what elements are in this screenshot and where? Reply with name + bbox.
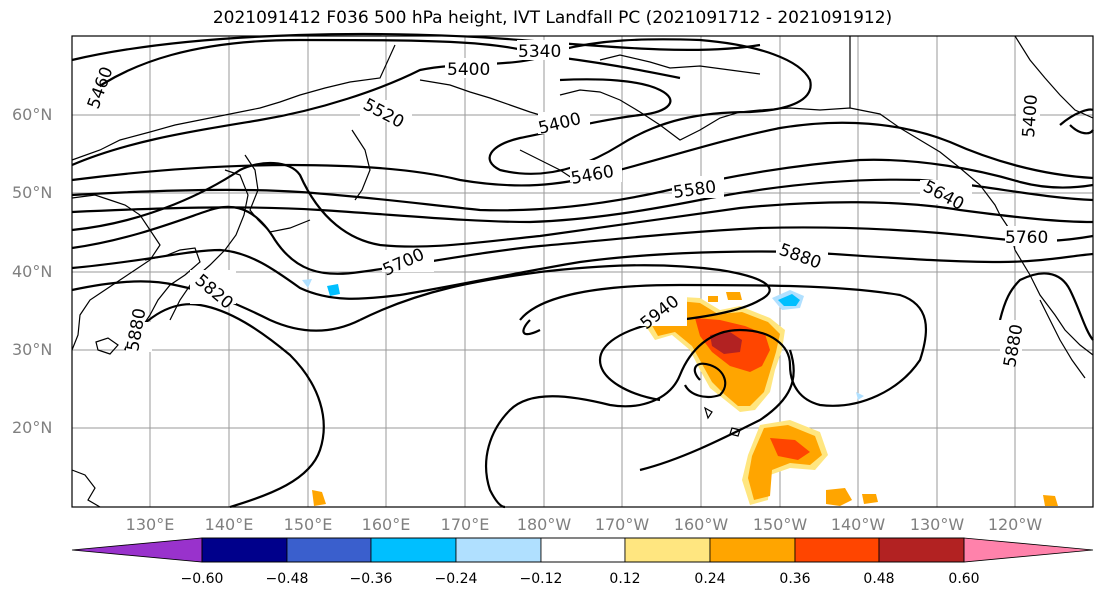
colorbar-tick-label: 0.48 [863,571,895,587]
colorbar-extend-high [963,537,1094,563]
colorbar-swatch [709,537,796,563]
colorbar-tick-label: −0.60 [180,571,224,587]
contour-label: 5400 [1019,94,1042,139]
colorbar-swatch [624,537,711,563]
contour-label: 5400 [447,60,490,80]
lon-label: 130°W [909,515,965,534]
lon-label: 140°E [204,515,254,534]
colorbar-tick-label: −0.24 [434,571,478,587]
lon-label: 160°E [361,515,411,534]
colorbar-tick-label: 0.36 [779,571,811,587]
colorbar-swatch [201,537,288,563]
colorbar-tick-label: −0.48 [265,571,309,587]
contour-label: 5340 [518,42,561,62]
lon-label: 170°E [440,515,490,534]
lon-label: 130°E [125,515,175,534]
colorbar-tick-label: −0.12 [519,571,563,587]
colorbar-tick-label: −0.36 [349,571,393,587]
lon-label: 180°W [516,515,572,534]
lat-label: 50°N [12,183,53,202]
colorbar-swatch [878,537,965,563]
contour-label-bg [78,40,1057,366]
plot-frame [71,35,1094,508]
colorbar-swatch [455,537,542,563]
colorbar-swatch [286,537,372,563]
lat-label: 30°N [12,340,53,359]
contour-label: 5760 [1005,228,1048,248]
lon-label: 150°W [752,515,808,534]
ivt-shading [302,279,1058,506]
lon-label: 140°W [830,515,886,534]
lat-label: 20°N [12,418,53,437]
colorbar-swatch [540,537,626,563]
colorbar [71,537,1094,563]
height-contours [71,32,1094,509]
colorbar-tick-label: 0.60 [948,571,980,587]
colorbar-swatch [794,537,880,563]
lon-label: 160°W [673,515,729,534]
colorbar-extend-low [71,537,203,563]
map-title: 2021091412 F036 500 hPa height, IVT Land… [212,8,893,28]
lon-label: 170°W [594,515,650,534]
lon-label: 120°W [987,515,1043,534]
colorbar-tick-label: 0.12 [609,571,641,587]
lat-label: 60°N [12,105,53,124]
colorbar-swatch [370,537,457,563]
lat-label: 40°N [12,262,53,281]
lon-label: 150°E [283,515,333,534]
colorbar-tick-label: 0.24 [694,571,726,587]
